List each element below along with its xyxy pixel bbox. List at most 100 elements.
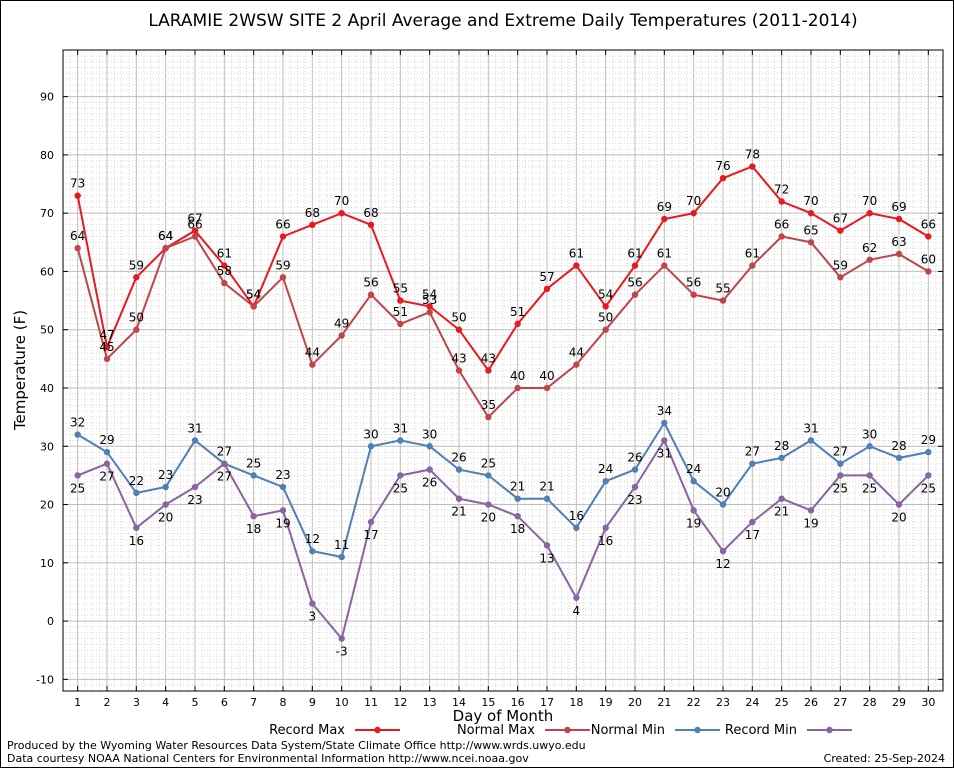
normal-min-point — [631, 466, 639, 473]
record-min-point — [837, 472, 844, 479]
record-min-data-label: 18 — [510, 522, 525, 536]
record-max-point — [837, 227, 844, 234]
footer-created-date: Created: 25-Sep-2024 — [824, 752, 945, 765]
record-max-point — [895, 215, 903, 223]
record-min-data-label: 13 — [539, 551, 554, 565]
record-min-point — [455, 495, 463, 502]
record-min-data-label: -3 — [336, 645, 348, 659]
record-min-data-label: 23 — [187, 493, 202, 507]
x-tick-label: 24 — [745, 696, 759, 709]
normal-min-data-label: 25 — [481, 456, 496, 470]
normal-min-point — [690, 478, 697, 485]
normal-min-point — [543, 495, 551, 502]
normal-max-point — [338, 332, 345, 339]
record-max-point — [749, 163, 756, 170]
record-max-point — [133, 274, 140, 281]
normal-min-data-label: 20 — [715, 486, 730, 500]
record-max-data-label: 54 — [246, 287, 261, 301]
normal-max-point — [631, 291, 639, 298]
normal-max-point — [837, 274, 844, 281]
normal-max-data-label: 44 — [305, 346, 320, 360]
y-tick-label: 10 — [40, 557, 54, 570]
normal-max-point — [191, 233, 199, 240]
x-tick-label: 13 — [423, 696, 437, 709]
x-tick-label: 28 — [863, 696, 877, 709]
normal-min-data-label: 28 — [774, 439, 789, 453]
normal-min-data-label: 12 — [305, 532, 320, 546]
record-max-point — [455, 326, 463, 333]
record-max-data-label: 78 — [745, 148, 760, 162]
x-tick-label: 2 — [104, 696, 111, 709]
record-min-point — [426, 466, 433, 473]
record-max-data-label: 67 — [833, 212, 848, 226]
record-min-data-label: 31 — [657, 446, 672, 460]
record-max-data-label: 68 — [363, 206, 378, 220]
normal-max-data-label: 44 — [569, 346, 584, 360]
grid — [62, 49, 944, 692]
normal-max-point — [279, 274, 287, 281]
footer-produced-by: Produced by the Wyoming Water Resources … — [7, 739, 586, 752]
normal-max-data-label: 56 — [363, 276, 378, 290]
record-min-data-label: 25 — [393, 481, 408, 495]
record-min-data-label: 4 — [573, 604, 581, 618]
normal-max-point — [866, 256, 873, 263]
x-tick-label: 15 — [481, 696, 495, 709]
normal-min-point — [514, 495, 521, 502]
record-min-point — [778, 495, 785, 502]
record-max-data-label: 70 — [862, 194, 877, 208]
normal-min-data-label: 34 — [657, 404, 672, 418]
record-min-data-label: 25 — [833, 481, 848, 495]
y-axis-ticks: -10 0 10 20 30 40 50 60 70 80 90 — [36, 91, 943, 686]
normal-max-line — [76, 235, 929, 419]
record-min-point — [162, 501, 169, 508]
normal-min-data-label: 28 — [891, 439, 906, 453]
record-max-point — [191, 227, 199, 234]
record-min-data-label: 27 — [99, 470, 114, 484]
normal-max-data-label: 66 — [774, 217, 789, 231]
x-tick-label: 19 — [599, 696, 613, 709]
normal-max-point — [543, 384, 551, 392]
x-tick-label: 3 — [133, 696, 140, 709]
x-tick-label: 9 — [309, 696, 316, 709]
x-tick-label: 29 — [892, 696, 906, 709]
record-max-data-label: 70 — [686, 194, 701, 208]
x-tick-label: 17 — [540, 696, 554, 709]
x-tick-label: 30 — [921, 696, 935, 709]
normal-min-data-label: 30 — [862, 427, 877, 441]
normal-max-data-label: 59 — [833, 258, 848, 272]
record-min-data-label: 21 — [774, 505, 789, 519]
normal-max-data-label: 56 — [686, 276, 701, 290]
plot-area-border — [62, 49, 944, 692]
record-max-point — [602, 303, 609, 310]
record-max-point — [338, 209, 345, 217]
chart-title: LARAMIE 2WSW SITE 2 April Average and Ex… — [148, 11, 857, 31]
legend-label-record-min: Record Min — [725, 723, 797, 738]
record-min-point — [338, 635, 345, 642]
record-min-data-label: 20 — [481, 511, 496, 525]
x-axis-title: Day of Month — [453, 707, 554, 725]
record-min-data-label: 21 — [451, 505, 466, 519]
y-tick-label: -10 — [36, 673, 54, 686]
series-points — [74, 163, 932, 642]
record-min-data-label: 25 — [862, 481, 877, 495]
record-max-point — [309, 221, 316, 229]
record-max-data-label: 70 — [334, 194, 349, 208]
normal-min-point — [455, 466, 463, 473]
record-min-point — [719, 547, 727, 555]
normal-max-point — [690, 291, 697, 298]
normal-min-point — [74, 431, 81, 438]
normal-min-data-label: 29 — [921, 433, 936, 447]
normal-max-data-label: 53 — [422, 293, 437, 307]
record-max-data-label: 59 — [129, 258, 144, 272]
normal-max-data-label: 58 — [217, 264, 232, 278]
normal-max-data-label: 55 — [715, 282, 730, 296]
normal-min-point — [925, 448, 932, 456]
y-tick-label: 50 — [40, 324, 54, 337]
y-axis-title: Temperature (F) — [11, 310, 29, 431]
record-max-data-label: 69 — [891, 200, 906, 214]
record-max-point — [221, 262, 228, 269]
record-min-point — [543, 542, 551, 549]
record-min-point — [573, 594, 580, 601]
normal-max-point — [514, 384, 521, 392]
normal-max-point — [925, 268, 932, 275]
